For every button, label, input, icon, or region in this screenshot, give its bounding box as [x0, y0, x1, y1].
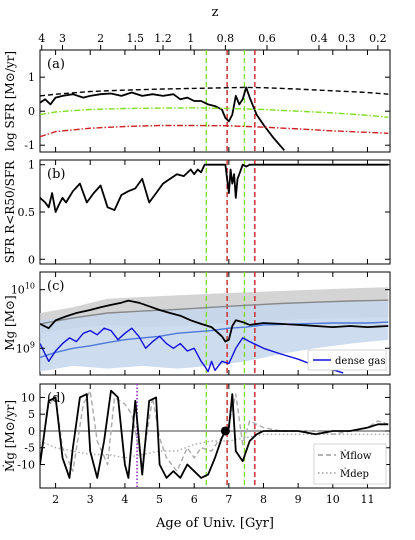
legend-dense-gas-label: dense gas	[335, 356, 385, 367]
x-tick-label-7: 9	[295, 493, 302, 506]
panel-b-plot	[40, 160, 389, 264]
x-tick-label-3: 5	[156, 493, 163, 506]
panel-c-ylabel: Mg [M⊙]	[3, 295, 17, 351]
z-tick-label-9: 0.3	[338, 32, 356, 45]
panel-a-plot	[40, 50, 389, 152]
z-tick-label-6: 0.8	[217, 32, 235, 45]
panel-a-series-0	[40, 86, 285, 151]
panel-d-ytick-label-1: 5	[28, 408, 35, 421]
panel-d-frame	[39, 383, 391, 489]
x-tick-label-9: 11	[360, 493, 374, 506]
panel-b-frame	[39, 159, 391, 265]
z-tick-label-10: 0.2	[369, 32, 387, 45]
z-tick-label-3: 1.5	[127, 32, 145, 45]
panel-c-plot	[40, 272, 389, 375]
x-tick-label-5: 7	[225, 493, 232, 506]
panel-d-label: (d)	[47, 391, 65, 406]
x-tick-label-8: 10	[326, 493, 340, 506]
panel-c-band-2	[40, 299, 389, 372]
x-tick-label-1: 3	[87, 493, 94, 506]
x-tick-label-0: 2	[52, 493, 59, 506]
x-tick-label-2: 4	[121, 493, 128, 506]
panel-c-series-3	[40, 321, 389, 359]
panel-d-axes: 10 5 0 -5 -10 2 3 4 5 6 7 8 9 10 11	[17, 384, 390, 506]
panel-b-label: (b)	[47, 167, 65, 182]
panel-d-series-1	[40, 433, 389, 459]
panel-d-ytick-label-4: -10	[17, 459, 35, 472]
panel-c-axes: 1010 109	[11, 272, 390, 375]
panel-c-label: (c)	[47, 279, 64, 294]
panel-d-marker	[220, 426, 230, 436]
panel-d-ylabel: Ṁg [M⊙/yr]	[2, 400, 17, 472]
panel-d-plot	[40, 384, 390, 488]
panel-b-axes: 10.50	[18, 159, 390, 266]
panel-d-ytick-label-2: 0	[28, 425, 35, 438]
panel-a-ytick-label-1: 0	[28, 105, 35, 118]
panel-d-ytick-label-0: 10	[21, 391, 35, 404]
panel-b-ytick-label-2: 0	[28, 253, 35, 266]
z-tick-label-8: 0.4	[310, 32, 328, 45]
panel-c-series-1	[40, 299, 389, 325]
panel-a-frame	[39, 49, 391, 153]
panel-c-series-5	[40, 327, 344, 374]
legend-mflow-label: Ṁflow	[340, 450, 372, 462]
top-axis-label: z	[212, 5, 219, 20]
top-axis-ticks: 4 3 2 1.5 1.2 1 0.8 0.6 0.4 0.3 0.2	[38, 32, 387, 50]
panel-c-ytick-label-0: 1010	[11, 282, 35, 297]
panel-a-ytick-label-2: -1	[24, 139, 35, 152]
z-tick-label-1: 3	[59, 32, 66, 45]
x-axis-label: Age of Univ. [Gyr]	[155, 516, 274, 531]
z-tick-label-0: 4	[38, 32, 45, 45]
panel-b-ytick-label-1: 0.5	[18, 206, 36, 219]
z-tick-label-7: 0.6	[258, 32, 276, 45]
panel-d-legend: Ṁflow Ṁdep	[313, 443, 387, 485]
panel-b-ylabel: SFR R<R50/SFR	[3, 160, 17, 263]
panel-a-series-1	[40, 86, 389, 97]
panel-a-label: (a)	[47, 57, 65, 72]
panel-a-axes: 1 0 -1	[24, 50, 390, 152]
panel-a-series-2	[40, 107, 389, 118]
panel-c-legend: dense gas	[307, 349, 387, 371]
panel-c-ytick-label-1: 109	[16, 340, 35, 355]
x-tick-label-4: 6	[191, 493, 198, 506]
z-tick-label-4: 1.2	[154, 32, 172, 45]
panel-b-series-0	[40, 163, 389, 213]
panel-a-series-3	[40, 124, 389, 138]
panel-d-ytick-label-3: -5	[24, 442, 35, 455]
x-tick-label-6: 8	[260, 493, 267, 506]
legend-mdep-label: Ṁdep	[340, 468, 369, 480]
z-tick-label-2: 2	[97, 32, 104, 45]
panel-c-series-4	[40, 299, 389, 343]
panel-a-ylabel: log SFR [M⊙/yr]	[3, 51, 17, 151]
panel-b-ytick-label-0: 1	[28, 159, 35, 172]
panel-d-series-2	[40, 389, 389, 479]
z-tick-label-5: 1	[187, 32, 194, 45]
panel-a-ytick-label-0: 1	[28, 71, 35, 84]
